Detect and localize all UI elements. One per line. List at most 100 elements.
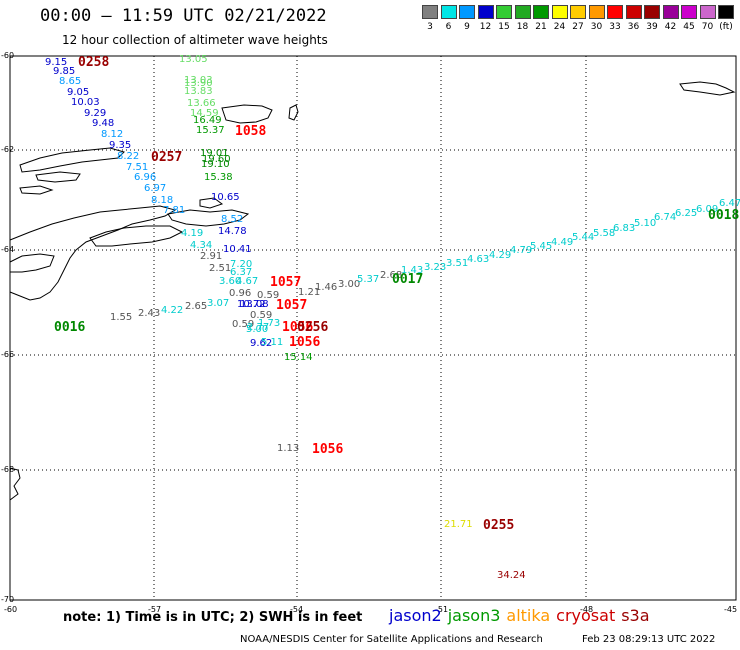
- wave-height-value: 4.79: [510, 245, 532, 256]
- wave-height-value: 6.37: [230, 267, 252, 278]
- wave-height-value: 3.23: [424, 262, 446, 273]
- longitude-label: -54: [290, 605, 303, 614]
- pass-time-label: 0256: [297, 320, 328, 335]
- wave-height-value: 2.91: [200, 251, 222, 262]
- pass-time-label: 0017: [392, 272, 423, 287]
- legend-label: 42: [664, 22, 677, 32]
- wave-height-value: 15.37: [196, 125, 225, 136]
- legend-label: 33: [609, 22, 621, 32]
- wave-height-value: 9.35: [109, 140, 131, 151]
- wave-height-value: 2.43: [138, 308, 160, 319]
- wave-height-value: 2.68: [380, 270, 402, 281]
- legend-swatch: [607, 5, 623, 19]
- wave-height-value: 8.12: [101, 129, 123, 140]
- wave-height-value: 5.45: [530, 241, 552, 252]
- legend-swatch: [681, 5, 697, 19]
- legend-label: 15: [498, 22, 510, 32]
- longitude-label: -45: [724, 605, 737, 614]
- wave-height-value: 5.44: [572, 232, 594, 243]
- longitude-label: -51: [435, 605, 448, 614]
- wave-height-value: 14.78: [218, 226, 247, 237]
- pass-time-label: 0257: [151, 150, 182, 165]
- wave-height-value: 19.60: [202, 154, 231, 165]
- latitude-label: -62: [1, 145, 14, 154]
- wave-height-value: 4.67: [236, 276, 258, 287]
- wave-height-value: 2.65: [185, 301, 207, 312]
- wave-height-value: 0.59: [257, 290, 279, 301]
- wave-height-value: 19.01: [200, 148, 229, 159]
- wave-height-value: 9.62: [250, 338, 272, 349]
- wave-height-value: 2.51: [209, 263, 231, 274]
- legend-swatch: [699, 5, 716, 19]
- pass-time-label: 1056: [282, 320, 313, 335]
- wave-height-value: 4.34: [190, 240, 212, 251]
- wave-height-value: 8.65: [59, 76, 81, 87]
- legend-swatch: [588, 5, 605, 19]
- wave-height-value: 21.71: [444, 519, 473, 530]
- wave-height-value: 6.47: [719, 198, 740, 209]
- wave-height-value: 13.66: [187, 98, 216, 109]
- wave-height-value: 5.37: [357, 274, 379, 285]
- wave-height-value: 8.52: [221, 214, 243, 225]
- wave-height-value: 4.63: [467, 254, 489, 265]
- satellite-legend-item: jason3: [447, 606, 501, 625]
- latitude-label: -66: [1, 350, 14, 359]
- wave-height-value: 10.03: [71, 97, 100, 108]
- satellite-legend-item: cryosat: [556, 606, 616, 625]
- satellite-legend-item: altika: [506, 606, 551, 625]
- pass-time-label: 1056: [289, 335, 320, 350]
- wave-height-value: 4.49: [551, 237, 573, 248]
- legend-label: 3: [427, 22, 433, 32]
- legend-swatch: [625, 5, 642, 19]
- satellite-legend-item: s3a: [621, 606, 650, 625]
- wave-height-value: 13.03: [184, 75, 213, 86]
- wave-height-value: 13.05: [179, 54, 208, 65]
- legend-swatch: [551, 5, 568, 19]
- wave-height-value: 16.49: [193, 115, 222, 126]
- wave-height-value: 4.22: [161, 305, 183, 316]
- wave-height-value: 1.43: [401, 265, 423, 276]
- wave-height-value: 5.10: [634, 218, 656, 229]
- wave-height-value: 4.29: [489, 250, 511, 261]
- pass-time-label: 1058: [235, 124, 266, 139]
- wave-height-value: 4.19: [181, 228, 203, 239]
- wave-height-value: 6.25: [675, 208, 697, 219]
- wave-height-value: 2.77: [247, 322, 269, 333]
- chart-title: 00:00 – 11:59 UTC 02/21/2022: [40, 6, 327, 26]
- pass-time-label: 0016: [54, 320, 85, 335]
- wave-height-value: 3.60: [219, 276, 241, 287]
- legend-label: 45: [683, 22, 695, 32]
- wave-height-value: 34.24: [497, 570, 526, 581]
- legend-swatch: [644, 5, 660, 19]
- map-grid: [10, 56, 736, 600]
- pass-time-label: 1057: [270, 275, 301, 290]
- wave-height-value: 6.97: [144, 183, 166, 194]
- wave-height-value: 7.81: [163, 205, 185, 216]
- legend-swatch: [459, 5, 475, 19]
- wave-height-value: 13.90: [184, 78, 213, 89]
- latitude-label: -70: [1, 595, 14, 604]
- wave-height-value: 7.51: [126, 162, 148, 173]
- wave-height-value: 13.08: [240, 299, 269, 310]
- legend-swatch: [422, 5, 438, 19]
- legend-swatch: [514, 5, 531, 19]
- legend-label: 39: [646, 22, 658, 32]
- wave-height-value: 19.10: [201, 159, 230, 170]
- wave-height-value: 10.72: [237, 299, 266, 310]
- wave-height-value: 6.09: [696, 204, 718, 215]
- longitude-label: -60: [4, 605, 17, 614]
- latitude-label: -60: [1, 51, 14, 60]
- wave-height-value: 8.22: [117, 151, 139, 162]
- map-frame: [9, 55, 737, 601]
- footer-organization: NOAA/NESDIS Center for Satellite Applica…: [240, 634, 543, 645]
- legend-label: 36: [627, 22, 640, 32]
- legend-swatch: [718, 5, 734, 19]
- wave-height-value: 10.65: [211, 192, 240, 203]
- satellite-legend: jason2 jason3 altika cryosat s3a: [389, 606, 656, 625]
- footer-note: note: 1) Time is in UTC; 2) SWH is in fe…: [63, 610, 363, 625]
- legend-label: 9: [464, 22, 470, 32]
- wave-height-value: 7.20: [230, 259, 252, 270]
- pass-time-label: 0255: [483, 518, 514, 533]
